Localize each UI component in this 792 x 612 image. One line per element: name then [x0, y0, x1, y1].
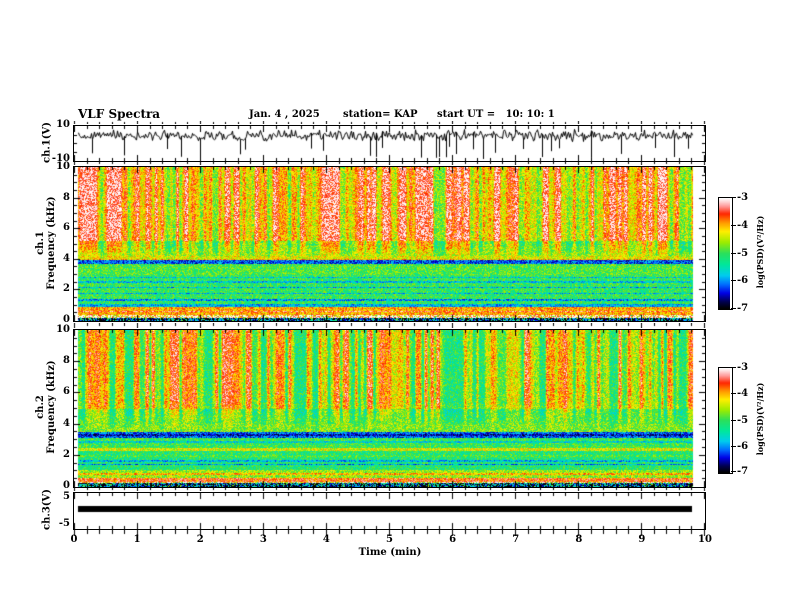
- ch2-freq-tick-label: 4: [63, 417, 70, 429]
- ch1-axis-frequency: Frequency (kHz): [46, 196, 57, 290]
- station-label: station= KAP: [343, 109, 418, 120]
- x-tick-label: 7: [512, 534, 520, 545]
- colorbar-tick-mark: [731, 393, 736, 394]
- colorbar-tick-mark: [731, 253, 736, 254]
- x-tick-label: 5: [386, 534, 393, 545]
- ch1-spectrogram-canvas: [74, 167, 705, 321]
- colorbar-ch2-tick-label: -7: [737, 466, 749, 477]
- time-axis-title: Time (min): [358, 547, 422, 558]
- colorbar-ch2-tick-label: -6: [737, 440, 749, 452]
- x-tick-label: 6: [449, 534, 457, 545]
- x-tick-label: 8: [575, 534, 583, 545]
- ch3-tick-label: -5: [58, 518, 70, 529]
- colorbar-ch1-tick-label: -5: [737, 247, 749, 259]
- colorbar-tick-mark: [731, 471, 736, 472]
- colorbar-tick-mark: [731, 225, 736, 226]
- ch1-wave-tick-label: 10: [56, 119, 70, 130]
- colorbar-tick-mark: [731, 197, 736, 198]
- page-title: VLF Spectra: [78, 107, 161, 121]
- x-tick-label: 1: [133, 534, 141, 545]
- colorbar-tick-mark: [731, 446, 736, 447]
- ch1-wave-tick-label: -10: [51, 153, 70, 164]
- colorbar-ch2-tick-label: -4: [737, 388, 749, 400]
- tick-strip-spec1-spec2: [73, 323, 706, 328]
- x-tick-label: 0: [70, 534, 78, 545]
- tick-strip-top-canvas: [73, 121, 706, 124]
- tick-strip-top: [73, 121, 706, 124]
- ch2-freq-tick-label: 10: [56, 324, 70, 335]
- tick-strip-4-canvas: [73, 530, 706, 536]
- colorbar-ch2-canvas: [719, 368, 730, 473]
- colorbar-ch1-canvas: [719, 198, 730, 309]
- colorbar-ch1-tick-label: -4: [737, 219, 749, 231]
- ch2-axis-channel: ch.2: [35, 395, 46, 419]
- ch2-freq-tick-label: 8: [63, 355, 70, 367]
- colorbar-tick-mark: [731, 308, 736, 309]
- ch3-tick-label: 5: [63, 491, 70, 502]
- ch2-frequency-axis-title: ch.2 Frequency (kHz): [35, 352, 57, 462]
- x-tick-label: 2: [196, 534, 204, 545]
- colorbar-ch1-tick-label: -3: [737, 192, 749, 203]
- tick-strip-spec2-ch3: [73, 488, 706, 491]
- ch1-waveform-panel: [73, 125, 706, 162]
- colorbar-ch2-title: log(PSD)(V²/Hz): [755, 382, 765, 456]
- ch2-spectrogram-panel: [73, 329, 706, 488]
- ch1-spectrogram-panel: [73, 166, 706, 322]
- tick-strip-3-canvas: [73, 488, 706, 491]
- ch1-axis-channel: ch.1: [35, 231, 46, 255]
- ch3-level-panel: [73, 492, 706, 530]
- x-tick-label: 9: [638, 534, 646, 545]
- tick-strip-2-canvas: [73, 323, 706, 328]
- ch1-freq-tick-label: 10: [56, 161, 70, 172]
- ch2-spectrogram-canvas: [74, 330, 705, 487]
- ch1-frequency-axis-title: ch.1 Frequency (kHz): [35, 188, 57, 298]
- colorbar-ch1-title: log(PSD)(V²/Hz): [755, 215, 765, 289]
- colorbar-ch2-tick-label: -5: [737, 414, 749, 426]
- ch1-freq-tick-label: 8: [63, 191, 70, 203]
- ch2-freq-tick-label: 6: [63, 386, 70, 398]
- ch1-freq-tick-label: 0: [63, 314, 70, 325]
- colorbar-tick-mark: [731, 420, 736, 421]
- colorbar-tick-mark: [731, 280, 736, 281]
- ch1-waveform-canvas: [74, 126, 705, 161]
- colorbar-ch1-tick-label: -6: [737, 275, 749, 287]
- colorbar-tick-mark: [731, 367, 736, 368]
- ch3-level-canvas: [74, 493, 705, 529]
- tick-strip-bottom-axis: [73, 530, 706, 536]
- ch2-axis-frequency: Frequency (kHz): [46, 360, 57, 454]
- x-tick-label: 10: [698, 534, 712, 545]
- start-ut-label: start UT = 10: 10: 1: [437, 109, 555, 120]
- ch2-freq-tick-label: 0: [63, 480, 70, 491]
- ch1-freq-tick-label: 4: [63, 252, 70, 264]
- tick-strip-1-canvas: [73, 162, 706, 165]
- colorbar-ch1-tick-label: -7: [737, 303, 749, 314]
- date-label: Jan. 4 , 2025: [249, 109, 320, 120]
- colorbar-ch2-tick-label: -3: [737, 362, 749, 373]
- ch1-freq-tick-label: 2: [63, 283, 70, 295]
- x-tick-label: 3: [259, 534, 267, 545]
- x-tick-label: 4: [322, 534, 330, 545]
- ch1-freq-tick-label: 6: [63, 222, 70, 234]
- tick-strip-wave-spec1: [73, 162, 706, 165]
- ch2-freq-tick-label: 2: [63, 448, 70, 460]
